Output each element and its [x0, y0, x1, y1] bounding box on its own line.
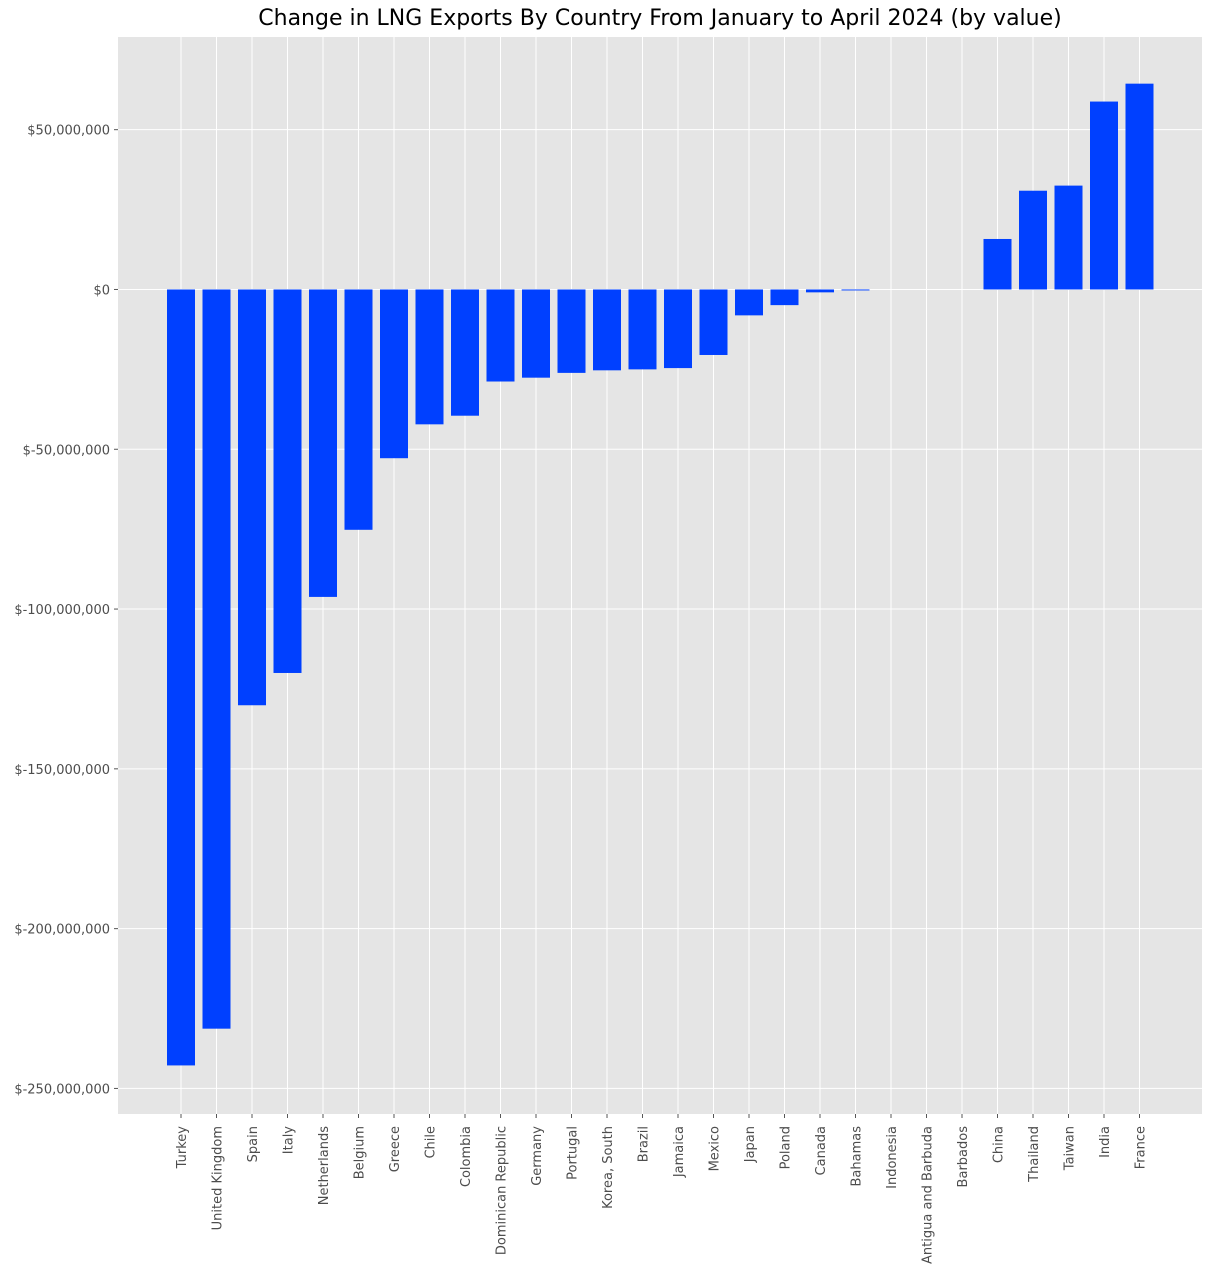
bar	[238, 289, 266, 706]
bar	[628, 289, 657, 370]
x-tick-label: United Kingdom	[211, 1126, 226, 1230]
x-tick-label: Spain	[246, 1126, 261, 1162]
x-tick-label: Colombia	[459, 1126, 474, 1187]
bar	[167, 289, 195, 1066]
x-tick-label: Korea, South	[601, 1126, 616, 1209]
bar	[770, 289, 799, 306]
bar	[593, 289, 621, 371]
bar	[486, 289, 515, 382]
bar	[664, 289, 692, 369]
x-tick-label: France	[1134, 1126, 1149, 1169]
bar	[273, 289, 302, 673]
bar	[380, 289, 408, 459]
x-tick-label: Mexico	[708, 1126, 723, 1171]
x-tick-label: Italy	[282, 1126, 297, 1155]
chart-title: Change in LNG Exports By Country From Ja…	[258, 6, 1062, 31]
x-tick-label: Canada	[814, 1126, 829, 1175]
bar	[699, 289, 728, 355]
y-tick-label: $-50,000,000	[23, 443, 110, 458]
x-tick-label: Dominican Republic	[495, 1126, 510, 1255]
bar	[1125, 83, 1154, 290]
x-tick-label: Chile	[424, 1126, 439, 1159]
bar	[983, 238, 1012, 290]
x-tick-label: Japan	[743, 1126, 758, 1163]
y-tick-label: $-200,000,000	[14, 923, 110, 938]
y-tick-label: $-100,000,000	[14, 603, 110, 618]
bar	[202, 289, 231, 1029]
x-tick-label: Netherlands	[317, 1126, 332, 1205]
x-tick-label: India	[1098, 1126, 1113, 1158]
x-tick-label: Taiwan	[1063, 1126, 1078, 1171]
x-tick-label: Germany	[530, 1126, 545, 1186]
bar	[841, 289, 870, 291]
x-tick-label: Belgium	[353, 1126, 368, 1179]
y-tick-label: $0	[93, 283, 110, 298]
x-tick-label: Indonesia	[885, 1126, 900, 1189]
bar	[344, 289, 373, 530]
bar	[1090, 101, 1118, 290]
bar	[309, 289, 337, 597]
y-tick-label: $-150,000,000	[14, 763, 110, 778]
x-tick-label: Jamaica	[672, 1126, 687, 1178]
bar	[557, 289, 586, 373]
x-tick-label: Antigua and Barbuda	[921, 1126, 936, 1264]
x-tick-label: Bahamas	[850, 1126, 865, 1187]
bar	[1019, 190, 1047, 290]
x-tick-label: Barbados	[956, 1126, 971, 1188]
x-tick-label: Greece	[388, 1126, 403, 1172]
x-tick-label: Brazil	[637, 1126, 652, 1162]
y-tick-label: $-250,000,000	[14, 1082, 110, 1097]
x-tick-label: Poland	[779, 1126, 794, 1169]
bar	[415, 289, 444, 425]
x-tick-label: Portugal	[566, 1126, 581, 1180]
bar	[1054, 185, 1083, 290]
y-tick-label: $50,000,000	[27, 124, 110, 139]
x-tick-label: Thailand	[1027, 1126, 1042, 1183]
bar	[806, 289, 834, 293]
bar	[522, 289, 550, 378]
bar	[735, 289, 763, 316]
x-tick-label: China	[992, 1126, 1007, 1163]
x-tick-label: Turkey	[175, 1126, 190, 1170]
bar	[451, 289, 479, 416]
